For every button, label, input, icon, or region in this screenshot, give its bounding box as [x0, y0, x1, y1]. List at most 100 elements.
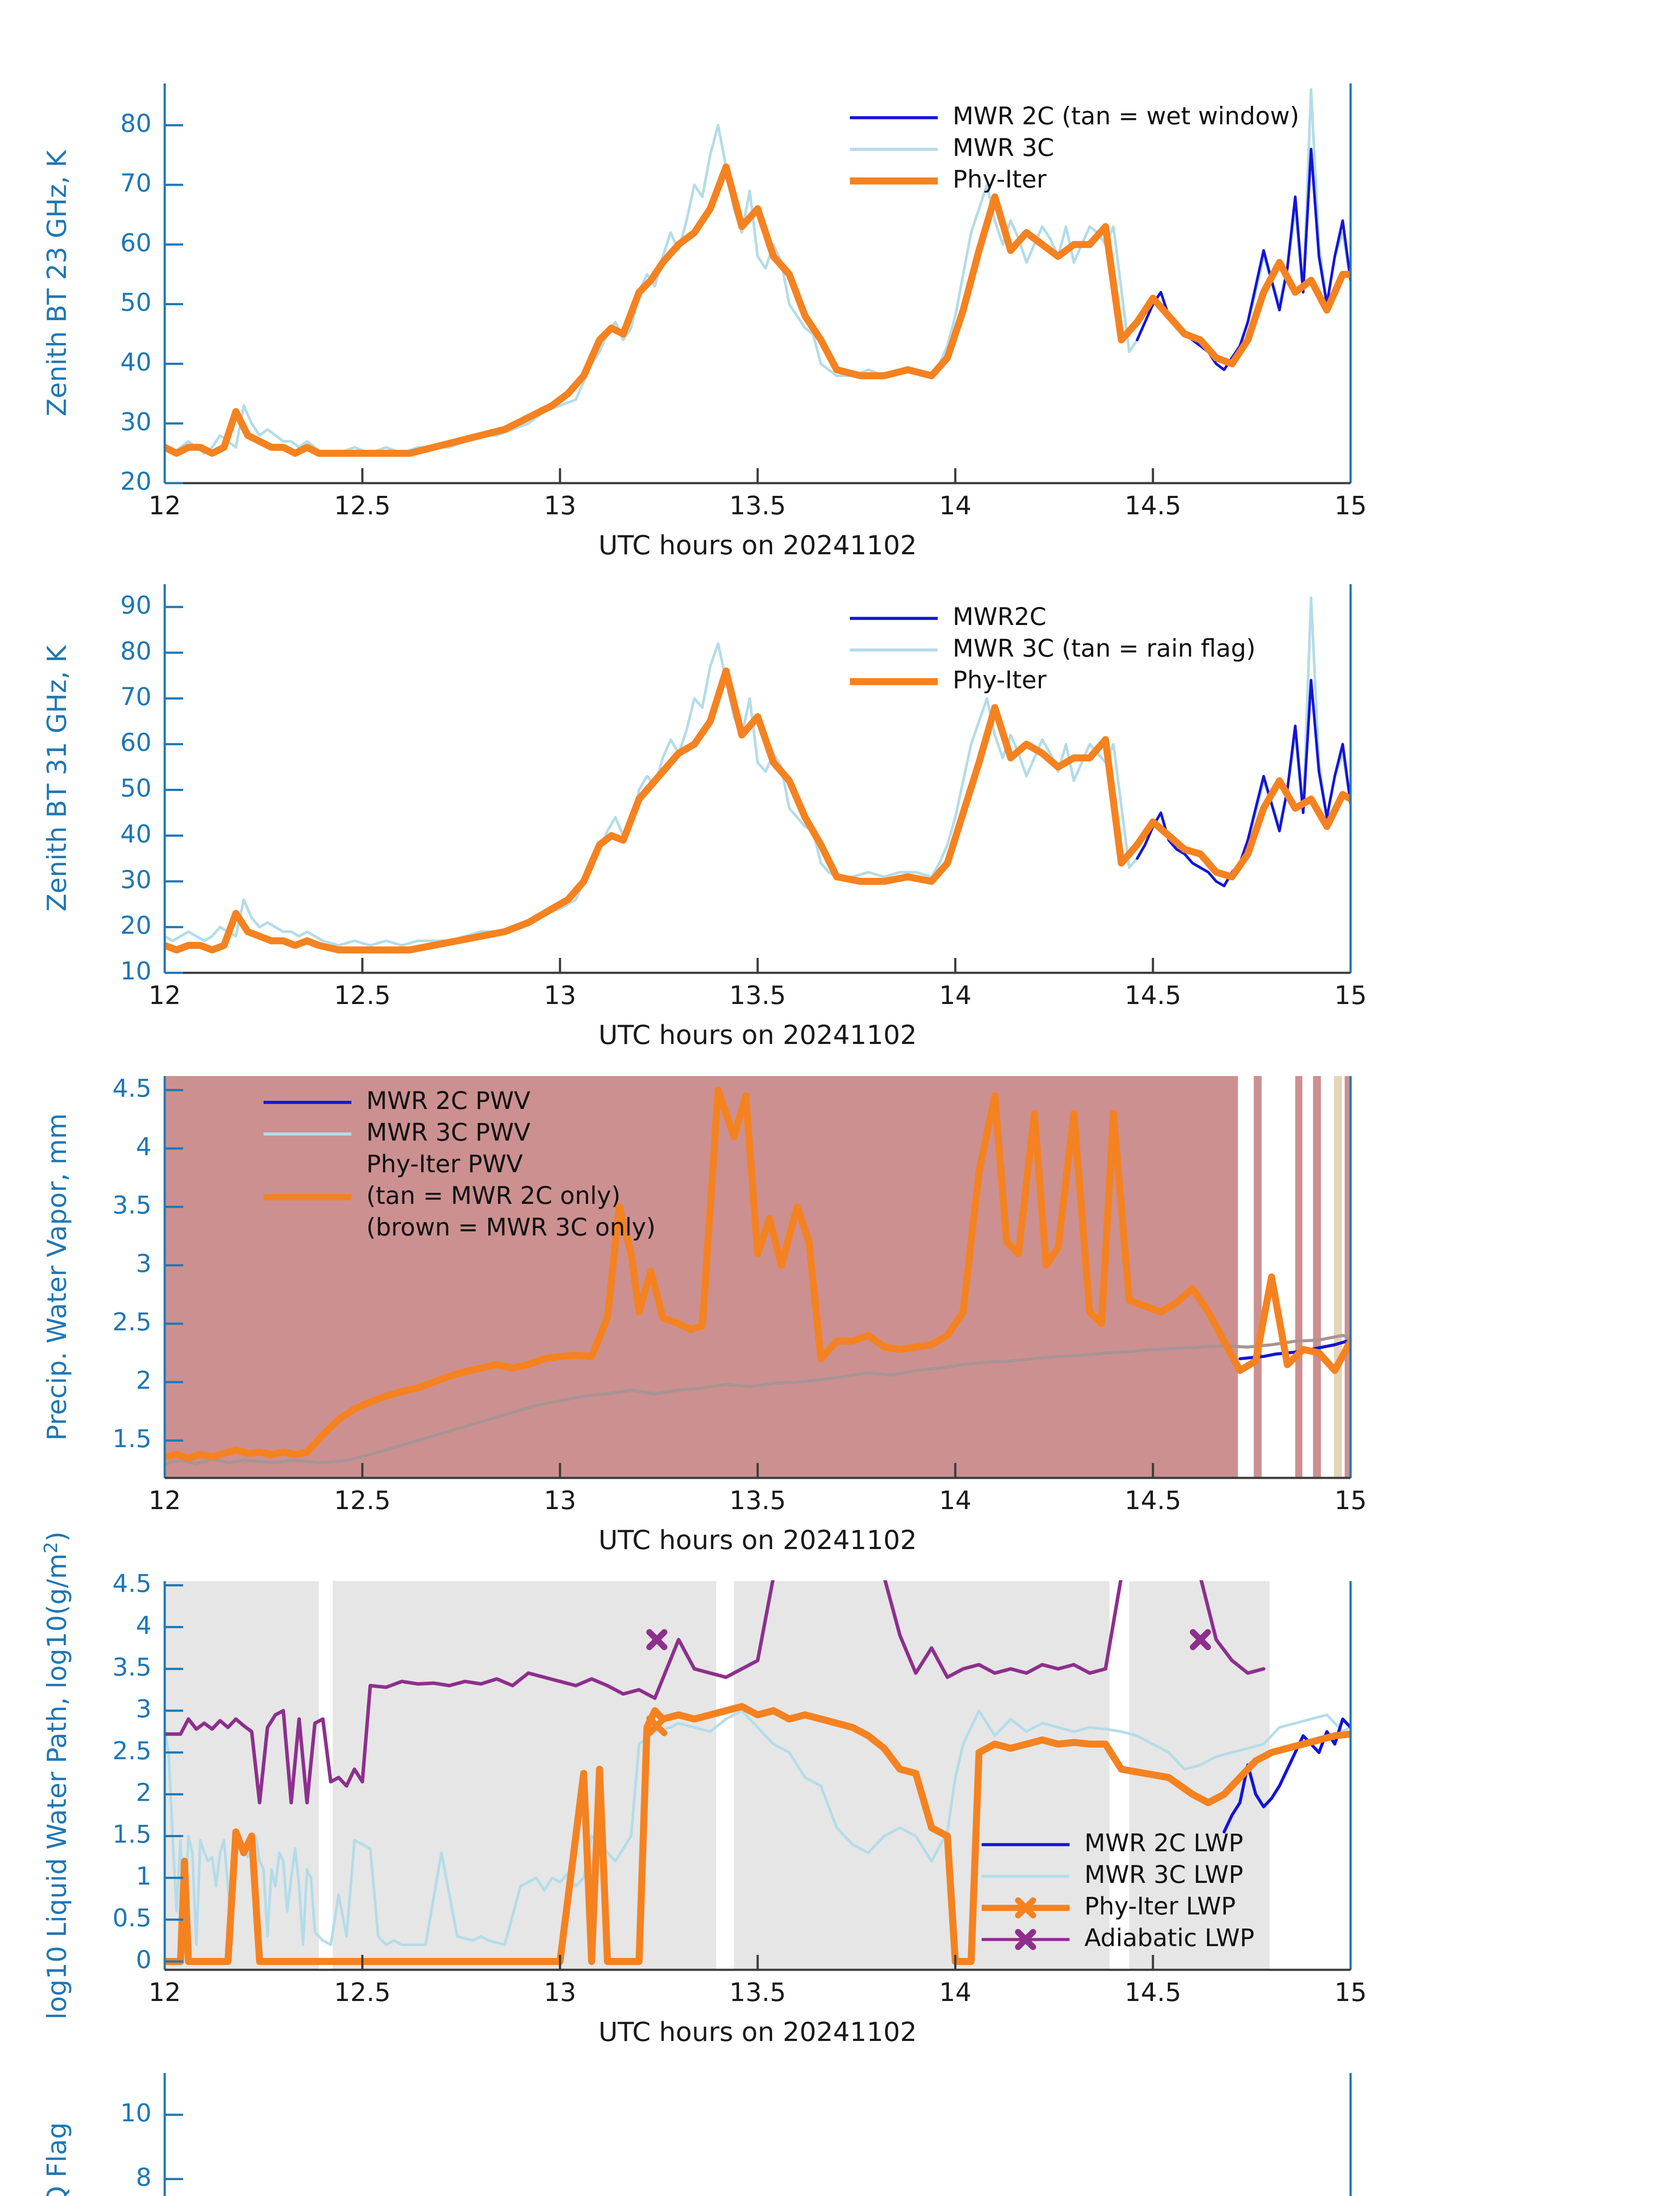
- legend-label: MWR 2C PWV: [366, 1087, 531, 1115]
- y-axis-label: Zenith BT 23 GHz, K: [42, 149, 72, 416]
- legend: MWR2C MWR 3C (tan = rain flag) Phy-Iter: [850, 603, 1256, 694]
- x-tick-label: 15: [1334, 980, 1367, 1010]
- legend-label: MWR2C: [953, 603, 1046, 631]
- series-group: [165, 1086, 1351, 1466]
- x-tick-label: 12: [148, 491, 181, 520]
- legend-x-marker: [1015, 1929, 1036, 1950]
- x-tick-label: 12.5: [334, 1485, 390, 1515]
- y-tick-label: 1: [136, 1862, 152, 1891]
- ylabel-part: ): [42, 1531, 72, 1542]
- x-tick-label: 13: [544, 980, 576, 1010]
- panel-bt31-svg: 10 20 30 40 50 60 70 80 90 12 12.5 13 13.5 14 14.5 15 UT…: [42, 584, 1367, 1051]
- legend-label: MWR 2C LWP: [1084, 1829, 1243, 1857]
- y-tick-label: 2.5: [112, 1308, 152, 1336]
- y-tick-label: 20: [120, 467, 152, 496]
- x-tick-label: 15: [1334, 1977, 1367, 2007]
- x-tick-label: 14: [939, 980, 972, 1010]
- y-axis-label: log10 Liquid Water Path, log10(g/m2): [40, 1531, 72, 2019]
- y-tick-label: 2.5: [112, 1737, 152, 1765]
- y-tick-label: 0.5: [112, 1904, 152, 1932]
- legend-label: MWR 3C PWV: [366, 1118, 531, 1146]
- y-tick-label: 3: [136, 1695, 152, 1723]
- y-tick-label: 60: [120, 729, 152, 757]
- y-tick-label: 40: [120, 348, 152, 376]
- y-tick-label: 30: [120, 866, 152, 894]
- y-tick-label: 60: [120, 229, 152, 257]
- mwr3c-only-band: [1254, 1076, 1262, 1478]
- panel-lwp-svg: 0 0.5 1 1.5 2 2.5 3 3.5 4 4.5 12 12.5 13 13.5 14 14.5 15…: [40, 1531, 1367, 2048]
- x-tick-label: 14.5: [1124, 980, 1181, 1010]
- y-tick-label: 3.5: [112, 1191, 152, 1220]
- x-tick-label: 15: [1334, 491, 1367, 520]
- x-axis-label: UTC hours on 20241102: [599, 530, 917, 561]
- x-tick-label: 12: [148, 1485, 181, 1515]
- ylabel-part: log10 Liquid Water Path, log10(g/m: [42, 1553, 72, 2019]
- y-tick-label: 4: [136, 1133, 152, 1161]
- x-tick-label: 12.5: [334, 1977, 390, 2007]
- legend: MWR 2C (tan = wet window) MWR 3C Phy-Iter: [850, 102, 1299, 193]
- marker-x-2: [1190, 1629, 1211, 1651]
- marker-x-1: [646, 1715, 668, 1737]
- y-tick-label: 10: [120, 957, 152, 986]
- x-tick-label: 14: [939, 1977, 972, 2007]
- panel-lwp: 0 0.5 1 1.5 2 2.5 3 3.5 4 4.5 12 12.5 13 13.5 14 14.5 15…: [0, 1531, 1680, 2064]
- x-marker: [646, 1629, 668, 1651]
- y-tick-label: 80: [120, 109, 152, 138]
- x-tick-label: 13.5: [729, 1977, 786, 2007]
- legend-label: (tan = MWR 2C only): [366, 1181, 621, 1210]
- panel-pwv: 1.5 2 2.5 3 3.5 4 4.5 12 12.5 13 13.5 14 14.5 15 UTC h…: [0, 1067, 1680, 1572]
- x-tick-label: 12.5: [334, 491, 390, 520]
- y-tick-label: 10: [120, 2099, 152, 2127]
- panel-pwv-svg: 1.5 2 2.5 3 3.5 4 4.5 12 12.5 13 13.5 14 14.5 15 UTC h…: [42, 1074, 1367, 1556]
- y-tick-label: 2: [136, 1366, 152, 1395]
- x-axis-label: UTC hours on 20241102: [599, 1020, 917, 1051]
- series-group: [165, 88, 1351, 457]
- y-tick-label: 80: [120, 637, 152, 665]
- legend-label: Phy-Iter LWP: [1084, 1892, 1236, 1920]
- x-tick-label: 12: [148, 980, 181, 1010]
- y-tick-label: 3: [136, 1250, 152, 1278]
- legend-label: MWR 3C: [953, 134, 1054, 162]
- x-tick-label: 13.5: [729, 1485, 786, 1515]
- series-mwr-2c: [1136, 148, 1351, 371]
- y-tick-label: 70: [120, 683, 152, 711]
- x-marker: [1190, 1629, 1211, 1651]
- x-tick-label: 14.5: [1124, 1977, 1181, 2007]
- legend: MWR 2C LWP MWR 3C LWP Phy-Iter LWP Adiabati…: [982, 1829, 1254, 1952]
- y-tick-label: 70: [120, 169, 152, 198]
- panel-bt31: 10 20 30 40 50 60 70 80 90 12 12.5 13 13.5 14 14.5 15 UT…: [0, 575, 1680, 1067]
- legend-x-marker: [1015, 1897, 1036, 1918]
- y-tick-label: 4.5: [112, 1074, 152, 1103]
- x-tick-label: 13: [544, 1485, 576, 1515]
- legend-label: Phy-Iter: [953, 666, 1047, 694]
- x-tick-label: 14: [939, 1485, 972, 1515]
- series-adiabatic-lwp: [165, 1580, 1265, 1805]
- y-tick-label: 1.5: [112, 1820, 152, 1849]
- mwr2c-only-band: [1334, 1076, 1342, 1478]
- y-tick-label: 2: [136, 1778, 152, 1807]
- legend-label: MWR 3C LWP: [1084, 1860, 1243, 1889]
- y-tick-label: 3.5: [112, 1653, 152, 1682]
- legend-label: MWR 2C (tan = wet window): [953, 102, 1299, 130]
- y-axis-label: Precip. Water Vapor, mm: [42, 1113, 72, 1441]
- x-tick-label: 13: [544, 491, 576, 520]
- series-mwr-3c: [165, 88, 1351, 455]
- legend-label: Phy-Iter PWV: [366, 1150, 523, 1178]
- legend: MWR 2C PWV MWR 3C PWV Phy-Iter PWV (tan = M…: [264, 1087, 656, 1241]
- x-tick-label: 12: [148, 1977, 181, 2007]
- x-tick-label: 15: [1334, 1485, 1367, 1515]
- y-tick-label: 4.5: [112, 1570, 152, 1598]
- series-group: [165, 1580, 1351, 1965]
- x-tick-label: 13: [544, 1977, 576, 2007]
- cloud-band: [734, 1581, 1109, 1970]
- series-phy-iter: [165, 163, 1351, 457]
- y-tick-label: 20: [120, 911, 152, 940]
- legend-label: Phy-Iter: [953, 165, 1047, 193]
- x-tick-label: 14.5: [1124, 491, 1181, 520]
- y-axis-label: MWR Phy Iter DQ Flag: [42, 2122, 72, 2196]
- x-tick-label: 13.5: [729, 491, 786, 520]
- x-axis-label: UTC hours on 20241102: [599, 1525, 917, 1556]
- x-tick-label: 12.5: [334, 980, 390, 1010]
